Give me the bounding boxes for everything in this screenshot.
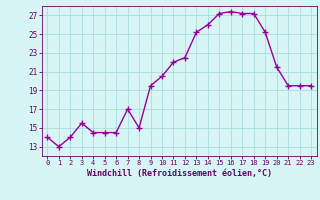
X-axis label: Windchill (Refroidissement éolien,°C): Windchill (Refroidissement éolien,°C)	[87, 169, 272, 178]
